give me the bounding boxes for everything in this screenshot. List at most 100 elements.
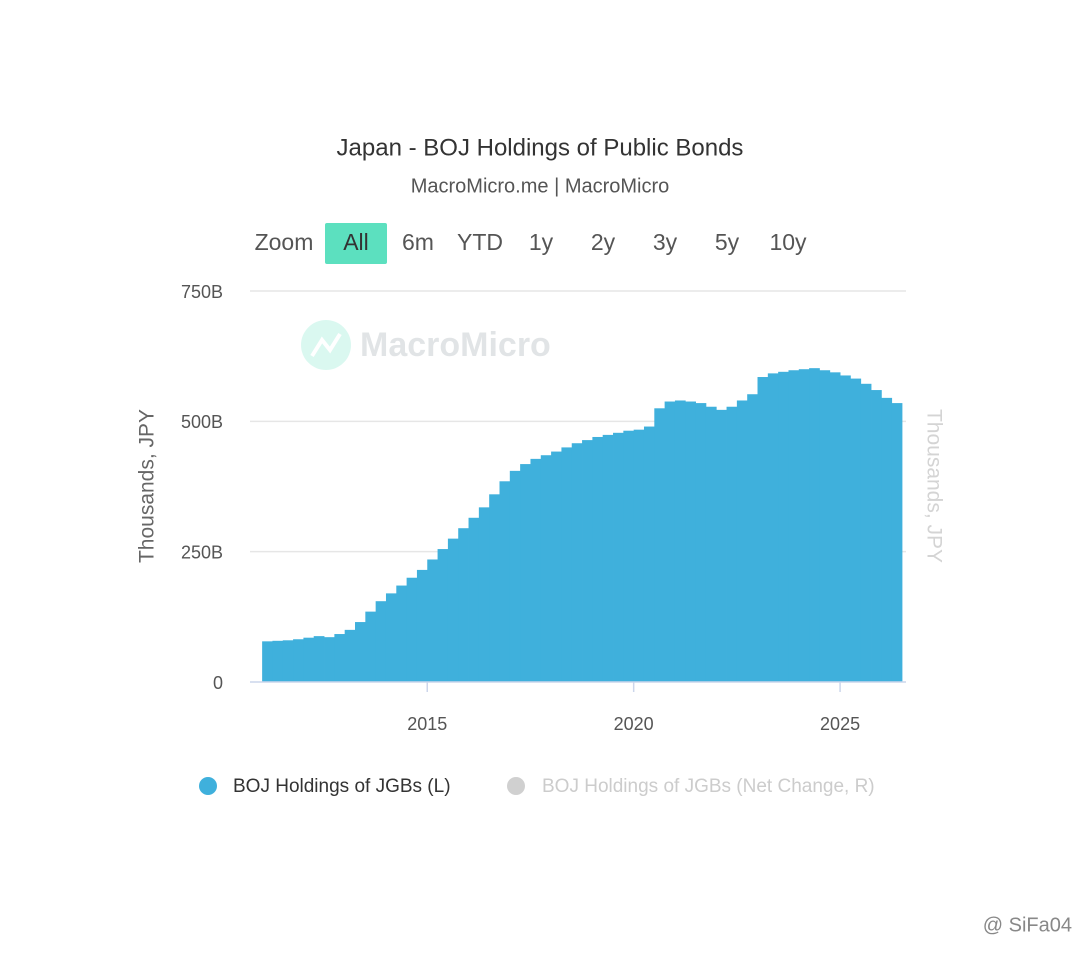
y-tick-label: 500B xyxy=(181,412,223,432)
watermark-logo xyxy=(301,320,351,370)
bar xyxy=(324,637,335,682)
bar xyxy=(767,373,779,682)
bar xyxy=(365,611,377,682)
bar xyxy=(458,528,469,682)
y-tick-label: 750B xyxy=(181,282,223,302)
bar xyxy=(313,636,325,682)
bar xyxy=(643,426,655,682)
bar xyxy=(489,494,500,682)
y-tick-label: 0 xyxy=(213,673,223,693)
bar xyxy=(561,447,573,682)
bar xyxy=(778,371,789,682)
zoom-button[interactable]: 3y xyxy=(653,229,678,255)
bar xyxy=(736,400,748,682)
zoom-button-label: 2y xyxy=(591,229,616,255)
bar xyxy=(664,401,676,682)
bar xyxy=(520,464,531,682)
bar xyxy=(716,409,727,682)
bar xyxy=(860,383,872,682)
legend-marker xyxy=(507,777,525,795)
zoom-button[interactable]: YTD xyxy=(457,229,503,255)
zoom-button[interactable]: 5y xyxy=(715,229,740,255)
bar xyxy=(788,370,800,682)
legend-label: BOJ Holdings of JGBs (L) xyxy=(233,776,451,797)
zoom-button-label: 1y xyxy=(529,229,554,255)
bar xyxy=(509,470,521,682)
bar xyxy=(819,370,831,682)
bar xyxy=(427,559,438,682)
bar xyxy=(447,538,459,682)
legend-label: BOJ Holdings of JGBs (Net Change, R) xyxy=(542,776,875,797)
y-tick-label: 250B xyxy=(181,542,223,562)
bar xyxy=(592,436,604,682)
bar xyxy=(406,577,418,682)
zoom-button-label: 3y xyxy=(653,229,678,255)
bar xyxy=(829,372,841,682)
watermark-logo-line xyxy=(310,332,342,358)
zoom-button[interactable]: 10y xyxy=(769,229,807,255)
x-tick-label: 2015 xyxy=(407,714,447,734)
zoom-button-label: All xyxy=(343,229,369,255)
credit: @ SiFa04 xyxy=(983,914,1072,936)
bar xyxy=(303,637,315,682)
bar xyxy=(396,585,408,682)
legend-marker xyxy=(199,777,217,795)
bar xyxy=(375,601,387,682)
bar xyxy=(344,629,356,682)
bar xyxy=(602,434,614,682)
bar xyxy=(747,394,758,682)
bar xyxy=(478,507,490,682)
bar xyxy=(633,429,645,682)
bar xyxy=(654,408,666,682)
zoom-button[interactable]: 1y xyxy=(529,229,554,255)
zoom-button-label: 10y xyxy=(769,229,807,255)
bar xyxy=(881,397,893,682)
bar xyxy=(757,377,769,682)
bar xyxy=(293,639,304,682)
bar xyxy=(871,390,882,682)
bar xyxy=(798,369,810,682)
bar xyxy=(530,458,542,682)
x-tick-label: 2020 xyxy=(614,714,654,734)
bar xyxy=(540,455,552,682)
zoom-button-bg xyxy=(325,223,387,264)
zoom-button-label: YTD xyxy=(457,229,503,255)
bar xyxy=(262,641,273,682)
y-axis-title: Thousands, JPY xyxy=(136,409,159,563)
zoom-button[interactable]: All xyxy=(325,223,387,264)
bar xyxy=(685,401,696,682)
bar xyxy=(334,634,346,682)
watermark: MacroMicro xyxy=(301,320,551,370)
zoom-button[interactable]: 2y xyxy=(591,229,616,255)
legend-item[interactable]: BOJ Holdings of JGBs (L) xyxy=(199,776,451,797)
legend-item[interactable]: BOJ Holdings of JGBs (Net Change, R) xyxy=(507,776,875,797)
bar xyxy=(282,640,294,682)
bar xyxy=(809,368,820,682)
bar xyxy=(726,406,738,682)
bar xyxy=(705,406,717,682)
bar xyxy=(355,622,366,682)
bar xyxy=(272,640,284,682)
bar xyxy=(623,430,635,682)
zoom-button-label: 6m xyxy=(402,229,434,255)
bar xyxy=(582,440,593,682)
watermark-text: MacroMicro xyxy=(360,326,551,364)
zoom-button-label: 5y xyxy=(715,229,740,255)
zoom-button[interactable]: 6m xyxy=(402,229,434,255)
bar xyxy=(695,403,707,682)
bar xyxy=(674,400,686,682)
bar xyxy=(891,403,903,682)
x-tick-label: 2025 xyxy=(820,714,860,734)
bar xyxy=(416,569,428,682)
chart-title: Japan - BOJ Holdings of Public Bonds xyxy=(337,134,744,161)
bar xyxy=(437,549,449,682)
bar xyxy=(551,451,562,682)
bar xyxy=(613,432,624,682)
bar xyxy=(850,378,862,682)
bar xyxy=(840,375,851,682)
zoom-label: Zoom xyxy=(255,229,314,255)
bar xyxy=(468,517,480,682)
bar xyxy=(499,481,511,682)
